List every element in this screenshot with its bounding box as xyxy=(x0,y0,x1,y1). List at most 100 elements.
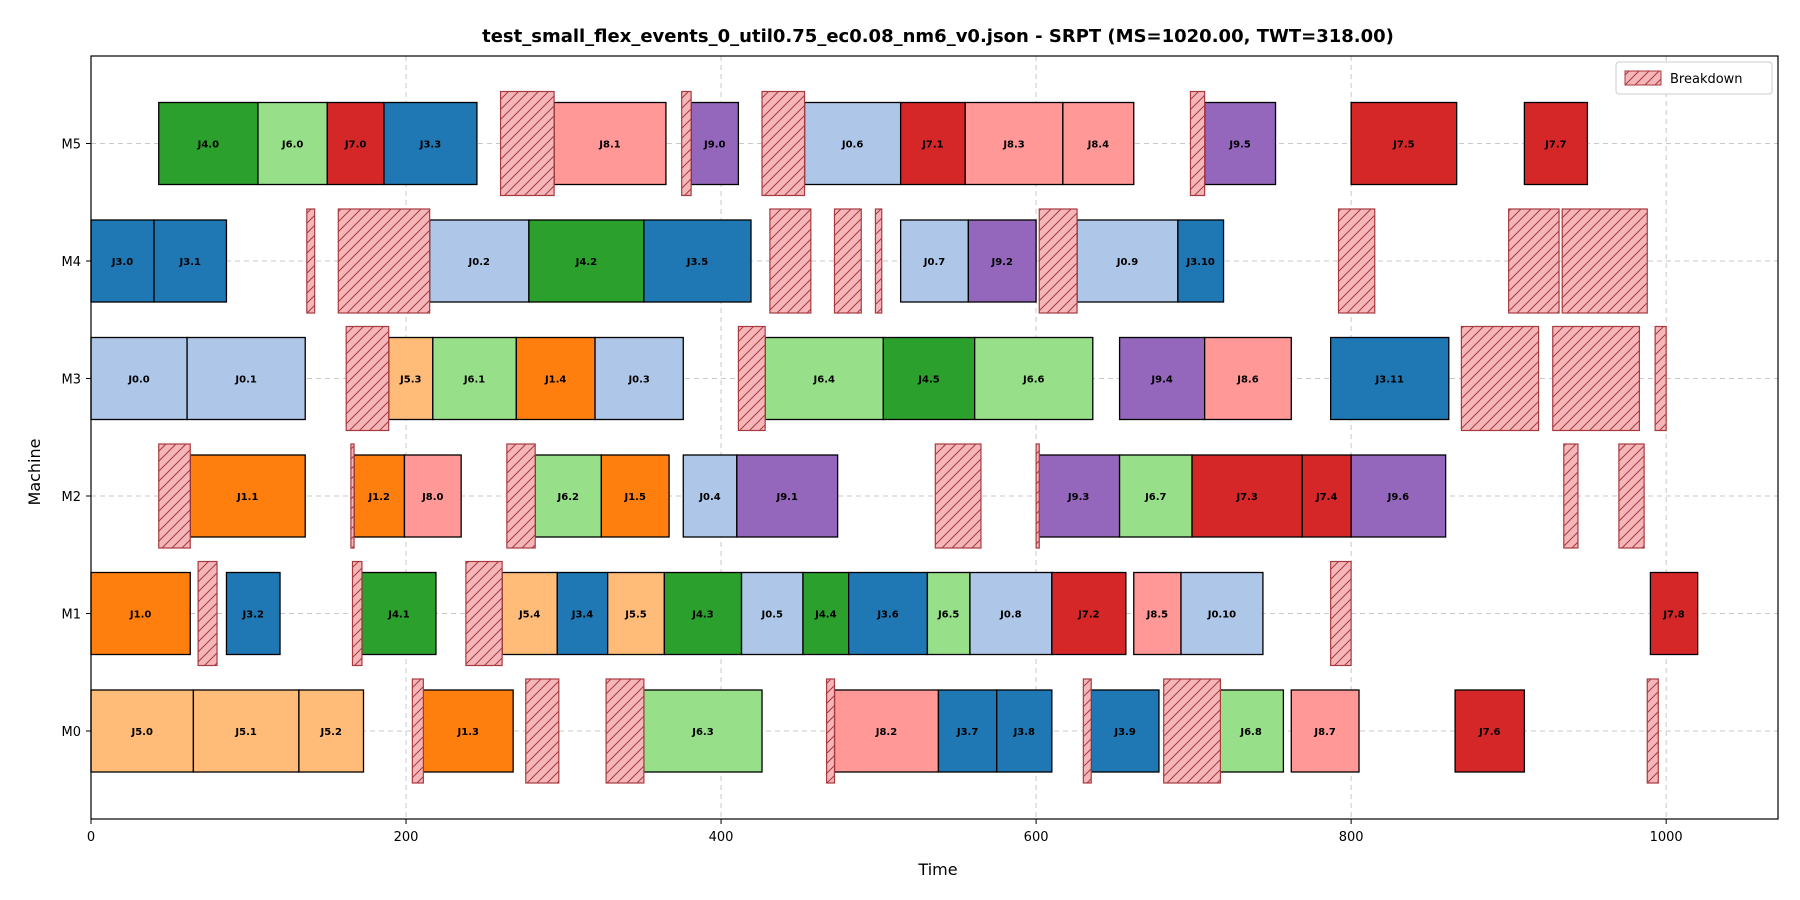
operation-bar xyxy=(974,336,1094,421)
legend: Breakdown xyxy=(1615,61,1773,95)
operation-label: J1.4 xyxy=(544,375,566,386)
operation-bar xyxy=(501,571,558,656)
operation-bar xyxy=(153,219,228,303)
breakdown-bar xyxy=(605,678,645,784)
breakdown-bar xyxy=(1189,90,1206,197)
operation-bar xyxy=(600,454,670,538)
operation-bar xyxy=(926,571,971,656)
operation-bar xyxy=(1090,689,1160,773)
operation-bar xyxy=(432,336,517,421)
breakdown-bar xyxy=(769,208,812,314)
operation-bar xyxy=(388,336,434,421)
operation-bar xyxy=(90,571,191,656)
operation-bar xyxy=(192,689,300,773)
operation-label: J6.2 xyxy=(557,492,579,503)
operation-bar xyxy=(1191,454,1303,538)
operation-label: J0.2 xyxy=(468,257,490,268)
operation-bar xyxy=(1350,454,1447,538)
operation-label: J7.5 xyxy=(1392,140,1414,151)
operation-bar xyxy=(361,571,437,656)
operation-bar xyxy=(1301,454,1352,538)
operation-bar xyxy=(353,454,406,538)
operation-label: J7.3 xyxy=(1235,492,1257,503)
operation-label: J6.4 xyxy=(813,375,835,386)
operation-bar xyxy=(1118,336,1206,421)
operation-label: J4.2 xyxy=(575,257,597,268)
y-axis-ticks: M0 M1 M2 M3 M4 M5 xyxy=(62,138,91,740)
operation-label: J7.7 xyxy=(1544,140,1566,151)
operation-bar xyxy=(1218,689,1285,773)
breakdown-bar xyxy=(1163,678,1221,784)
operation-bar xyxy=(663,571,743,656)
breakdown-bar xyxy=(1552,325,1640,432)
operation-label: J0.8 xyxy=(999,610,1021,621)
operation-bar xyxy=(90,336,188,421)
y-tick-label: M5 xyxy=(62,138,82,153)
breakdown-bar xyxy=(345,325,390,432)
breakdown-bar xyxy=(761,90,806,197)
operation-label: J3.5 xyxy=(686,257,708,268)
operation-label: J6.3 xyxy=(691,727,713,738)
operation-bar xyxy=(937,689,998,773)
operation-label: J1.0 xyxy=(129,610,151,621)
breakdown-bar xyxy=(525,678,560,784)
operation-bar xyxy=(594,336,684,421)
operation-bar xyxy=(1454,689,1526,773)
operation-bar xyxy=(556,571,609,656)
operation-bar xyxy=(383,101,478,186)
operation-label: J6.6 xyxy=(1022,375,1044,386)
breakdown-bar xyxy=(681,90,692,197)
operation-label: J1.1 xyxy=(236,492,258,503)
operation-bar xyxy=(764,336,884,421)
operation-label: J4.5 xyxy=(917,375,939,386)
operation-label: J3.2 xyxy=(242,610,264,621)
operation-bar xyxy=(515,336,596,421)
operation-label: J6.1 xyxy=(463,375,485,386)
operation-label: J0.0 xyxy=(127,375,149,386)
breakdown-bar xyxy=(1082,678,1092,784)
operation-label: J8.3 xyxy=(1002,140,1024,151)
operation-label: J9.4 xyxy=(1150,375,1172,386)
operation-bar xyxy=(298,689,365,773)
breakdown-bar xyxy=(1460,325,1540,432)
breakdown-bar xyxy=(1038,208,1078,314)
operation-label: J3.11 xyxy=(1375,375,1404,386)
operation-label: J8.5 xyxy=(1146,610,1168,621)
operation-bar xyxy=(422,689,514,773)
operation-bars xyxy=(90,101,1699,773)
operation-label: J0.4 xyxy=(698,492,720,503)
operation-label: J4.1 xyxy=(387,610,409,621)
operation-label: J0.3 xyxy=(627,375,649,386)
operation-bar xyxy=(803,101,902,186)
operation-bar xyxy=(833,689,940,773)
y-tick-label: M3 xyxy=(62,373,82,388)
legend-frame xyxy=(1615,61,1773,95)
operation-label: J7.1 xyxy=(921,140,943,151)
operation-bar xyxy=(1523,101,1589,186)
operation-label: J9.2 xyxy=(991,257,1013,268)
operation-bar xyxy=(969,571,1053,656)
operation-bar xyxy=(1062,101,1135,186)
operation-label: J6.8 xyxy=(1239,727,1261,738)
operation-label: J3.3 xyxy=(419,140,441,151)
operation-bar xyxy=(643,219,752,303)
operation-label: J9.6 xyxy=(1387,492,1409,503)
x-tick-label: 200 xyxy=(394,830,419,845)
operation-bar xyxy=(967,219,1037,303)
operation-bar xyxy=(882,336,976,421)
operation-label: J5.0 xyxy=(130,727,152,738)
operation-bar xyxy=(158,101,259,186)
breakdown-bar xyxy=(874,208,883,314)
breakdown-bar xyxy=(506,443,536,549)
breakdown-bar xyxy=(158,443,191,549)
operation-label: J5.1 xyxy=(234,727,256,738)
operation-bar xyxy=(1330,336,1450,421)
operation-bar xyxy=(186,336,306,421)
operation-label: J0.7 xyxy=(923,257,945,268)
operation-bar xyxy=(534,454,603,538)
operation-label: J3.4 xyxy=(571,610,593,621)
x-tick-label: 1000 xyxy=(1650,830,1683,845)
operation-bar xyxy=(682,454,738,538)
operation-label: J0.1 xyxy=(234,375,256,386)
breakdown-bar xyxy=(1618,443,1645,549)
